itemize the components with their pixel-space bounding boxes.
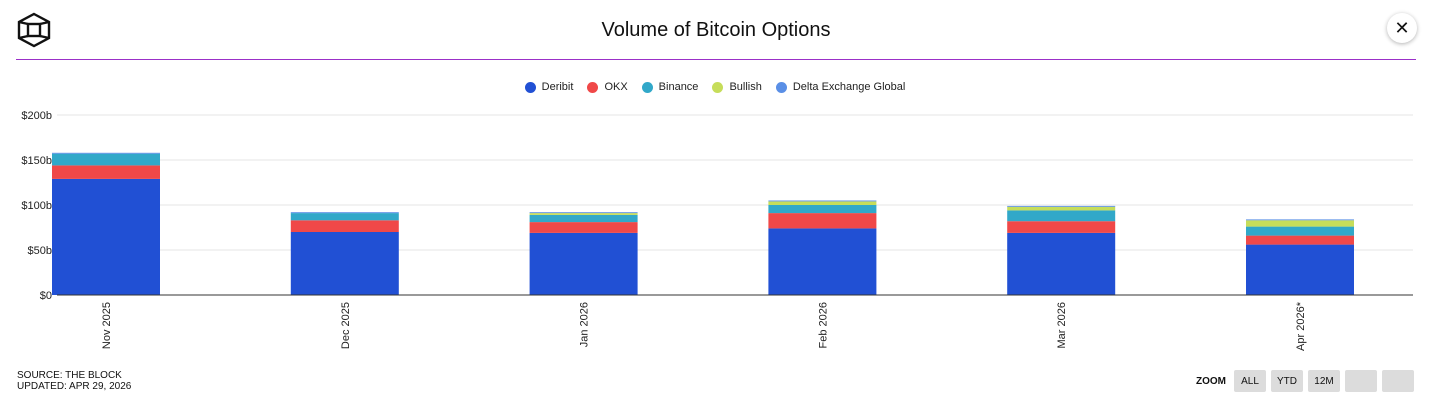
legend-marker [587,81,599,93]
bar-segment [529,212,638,214]
zoom-all-button[interactable]: ALL [1234,370,1266,392]
legend-label: OKX [604,81,628,93]
bar-segment [52,152,160,154]
bar-segment [1246,220,1354,227]
bar-segment [1246,235,1354,245]
zoom-label: ZOOM [1196,375,1226,387]
y-tick-label: $100b [21,200,52,212]
legend-item[interactable]: Delta Exchange Global [775,81,906,93]
bar-segment [1007,205,1116,207]
bar-segment [529,232,638,295]
legend-label: Deribit [541,81,574,93]
bar-segment [290,220,399,232]
y-tick-label: $150b [21,155,52,167]
source-text: SOURCE: THE BLOCK [17,370,122,381]
bar-segment [1007,221,1116,233]
legend-marker [641,81,653,93]
y-tick-label: $50b [28,245,52,257]
zoom-blank-button-2[interactable] [1382,370,1414,392]
updated-text: UPDATED: APR 29, 2026 [17,381,132,392]
legend-marker [524,81,536,93]
chart-title: Volume of Bitcoin Options [601,19,831,41]
x-tick-label: Dec 2025 [340,302,352,349]
chart-header: Volume of Bitcoin Options ✕ [16,0,1417,60]
legend-marker [712,81,724,93]
legend-label: Binance [658,81,699,93]
bar-segment [768,201,877,205]
legend-item[interactable]: Bullish [712,81,762,93]
x-tick-label: Mar 2026 [1056,302,1068,348]
bar-segment [52,165,160,179]
bar-segment [768,200,877,202]
source-note: SOURCE: THE BLOCK UPDATED: APR 29, 2026 [17,370,131,392]
zoom-controls: ZOOM ALL YTD 12M [1196,370,1419,392]
zoom-blank-button-1[interactable] [1345,370,1377,392]
bar-segment [1007,206,1116,211]
chart-legend: Deribit OKX Binance Bullish Delta Exchange G… [0,81,1434,93]
close-button[interactable]: ✕ [1387,13,1417,43]
bar-segment [290,213,399,221]
y-tick-label: $200b [21,110,52,122]
legend-label: Bullish [729,81,762,93]
bar-segment [1246,226,1354,236]
x-tick-label: Feb 2026 [817,302,829,348]
bar-segment [768,213,877,229]
x-tick-label: Apr 2026* [1295,301,1307,351]
legend-marker [775,81,787,93]
y-tick-label: $0 [40,290,52,302]
legend-item[interactable]: OKX [587,81,628,93]
x-tick-label: Nov 2025 [101,302,113,349]
bar-segment [529,222,638,233]
zoom-ytd-button[interactable]: YTD [1271,370,1303,392]
cube-logo-icon [17,12,51,48]
legend-item[interactable]: Binance [641,81,699,93]
bar-segment [290,212,399,214]
close-icon: ✕ [1394,17,1410,38]
x-tick-label: Jan 2026 [579,302,591,347]
bar-segment [52,178,160,295]
bar-segment [529,214,638,223]
bar-segment [768,205,877,214]
bar-segment [529,213,638,215]
bar-segment [1246,244,1354,295]
legend-label: Delta Exchange Global [792,81,906,93]
bar-segment [290,232,399,295]
bar-segment [1246,219,1354,221]
bar-segment [1007,210,1116,222]
bar-segment [768,228,877,295]
zoom-12m-button[interactable]: 12M [1308,370,1340,392]
legend-item[interactable]: Deribit [524,81,574,93]
bar-segment [1007,232,1116,295]
bar-segment [52,153,160,166]
